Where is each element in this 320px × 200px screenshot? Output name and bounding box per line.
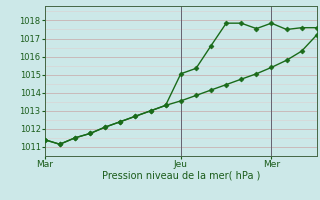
X-axis label: Pression niveau de la mer( hPa ): Pression niveau de la mer( hPa )	[102, 171, 260, 181]
